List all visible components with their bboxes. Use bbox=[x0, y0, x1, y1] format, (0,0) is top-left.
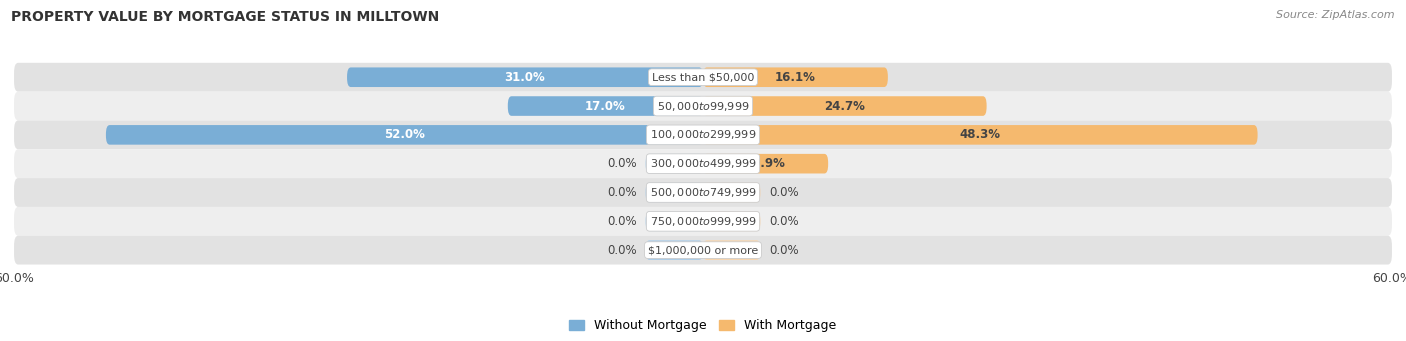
Text: PROPERTY VALUE BY MORTGAGE STATUS IN MILLTOWN: PROPERTY VALUE BY MORTGAGE STATUS IN MIL… bbox=[11, 10, 440, 24]
Text: 16.1%: 16.1% bbox=[775, 71, 815, 84]
FancyBboxPatch shape bbox=[703, 125, 1257, 145]
FancyBboxPatch shape bbox=[703, 211, 761, 231]
FancyBboxPatch shape bbox=[14, 63, 1392, 92]
Text: $750,000 to $999,999: $750,000 to $999,999 bbox=[650, 215, 756, 228]
FancyBboxPatch shape bbox=[14, 120, 1392, 149]
Text: 17.0%: 17.0% bbox=[585, 100, 626, 113]
Text: 0.0%: 0.0% bbox=[769, 243, 799, 257]
FancyBboxPatch shape bbox=[645, 240, 703, 260]
FancyBboxPatch shape bbox=[645, 183, 703, 202]
FancyBboxPatch shape bbox=[703, 183, 761, 202]
FancyBboxPatch shape bbox=[14, 149, 1392, 178]
FancyBboxPatch shape bbox=[14, 92, 1392, 120]
Text: 0.0%: 0.0% bbox=[607, 157, 637, 170]
Text: $50,000 to $99,999: $50,000 to $99,999 bbox=[657, 100, 749, 113]
Text: $500,000 to $749,999: $500,000 to $749,999 bbox=[650, 186, 756, 199]
FancyBboxPatch shape bbox=[703, 68, 887, 87]
Text: 0.0%: 0.0% bbox=[769, 186, 799, 199]
Text: 31.0%: 31.0% bbox=[505, 71, 546, 84]
FancyBboxPatch shape bbox=[645, 154, 703, 174]
FancyBboxPatch shape bbox=[645, 211, 703, 231]
FancyBboxPatch shape bbox=[347, 68, 703, 87]
Text: 0.0%: 0.0% bbox=[607, 243, 637, 257]
FancyBboxPatch shape bbox=[508, 96, 703, 116]
Text: 0.0%: 0.0% bbox=[607, 215, 637, 228]
Text: $100,000 to $299,999: $100,000 to $299,999 bbox=[650, 128, 756, 142]
FancyBboxPatch shape bbox=[703, 96, 987, 116]
FancyBboxPatch shape bbox=[105, 125, 703, 145]
Text: 52.0%: 52.0% bbox=[384, 128, 425, 142]
Text: Less than $50,000: Less than $50,000 bbox=[652, 72, 754, 82]
Text: 0.0%: 0.0% bbox=[769, 215, 799, 228]
Text: Source: ZipAtlas.com: Source: ZipAtlas.com bbox=[1277, 10, 1395, 20]
Text: $1,000,000 or more: $1,000,000 or more bbox=[648, 245, 758, 255]
FancyBboxPatch shape bbox=[703, 154, 828, 174]
Text: 0.0%: 0.0% bbox=[607, 186, 637, 199]
FancyBboxPatch shape bbox=[703, 240, 761, 260]
Text: 10.9%: 10.9% bbox=[745, 157, 786, 170]
Text: 24.7%: 24.7% bbox=[824, 100, 865, 113]
Text: $300,000 to $499,999: $300,000 to $499,999 bbox=[650, 157, 756, 170]
FancyBboxPatch shape bbox=[14, 207, 1392, 236]
FancyBboxPatch shape bbox=[14, 236, 1392, 265]
FancyBboxPatch shape bbox=[14, 178, 1392, 207]
Text: 48.3%: 48.3% bbox=[960, 128, 1001, 142]
Legend: Without Mortgage, With Mortgage: Without Mortgage, With Mortgage bbox=[564, 314, 842, 338]
